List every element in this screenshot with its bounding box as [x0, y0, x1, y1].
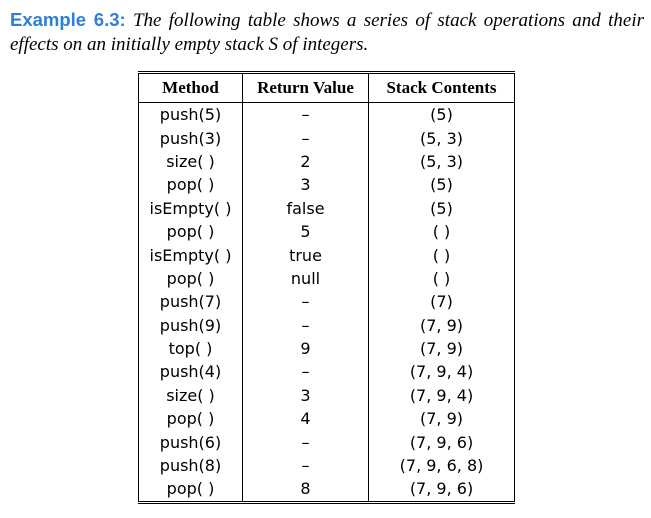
stack-contents-cell: (5): [368, 173, 515, 197]
header-method: Method: [138, 72, 243, 103]
table-row: push(4) – (7, 9, 4): [138, 360, 515, 384]
return-value-cell: 9: [242, 336, 369, 361]
stack-contents-cell: (7, 9): [368, 407, 515, 431]
return-value-cell: –: [242, 453, 369, 478]
table-header-row: Method Return Value Stack Contents: [138, 72, 515, 103]
table-row: push(7) – (7): [138, 290, 515, 314]
method-cell: isEmpty( ): [138, 243, 243, 267]
stack-operations-table: Method Return Value Stack Contents push(…: [138, 71, 515, 504]
return-value-cell: –: [242, 360, 369, 384]
table-row: pop( ) null( ): [138, 266, 515, 291]
stack-contents-cell: (5): [368, 102, 515, 127]
stack-contents-cell: (7, 9, 6, 8): [368, 453, 515, 478]
table-row: size( ) 3 (7, 9, 4): [138, 383, 515, 408]
stack-contents-cell: (7, 9): [368, 336, 515, 361]
return-value-cell: 2: [242, 149, 369, 174]
return-value-cell: –: [242, 290, 369, 314]
method-cell: push(6): [138, 430, 243, 454]
method-cell: push(7): [138, 290, 243, 314]
return-value-cell: –: [242, 126, 369, 150]
method-cell: push(8): [138, 453, 243, 478]
method-cell: size( ): [138, 149, 243, 174]
stack-contents-cell: (5): [368, 196, 515, 220]
return-value-cell: 4: [242, 407, 369, 431]
return-value-cell: null: [242, 266, 369, 291]
table-body: push(5) – (5) push(3) – (5, 3) size( ) 2 (5, 3) p…: [138, 102, 515, 503]
stack-contents-cell: (7): [368, 290, 515, 314]
example-text: The following table shows a series of st…: [10, 10, 644, 55]
stack-contents-cell: (7, 9, 6): [368, 430, 515, 454]
table-row: pop( ) 4 (7, 9): [138, 407, 515, 431]
stack-contents-cell: (7, 9, 4): [368, 360, 515, 384]
return-value-cell: –: [242, 430, 369, 454]
method-cell: pop( ): [138, 266, 243, 291]
table-row: push(5) – (5): [138, 102, 515, 127]
table-row: push(9) – (7, 9): [138, 313, 515, 337]
stack-contents-cell: (7, 9): [368, 313, 515, 337]
method-cell: isEmpty( ): [138, 196, 243, 220]
stack-contents-cell: ( ): [368, 266, 515, 291]
stack-contents-cell: (5, 3): [368, 126, 515, 150]
stack-operations-table-container: Method Return Value Stack Contents push(…: [138, 71, 515, 504]
table-row: pop( ) 8 (7, 9, 6): [138, 477, 515, 503]
header-stack-contents: Stack Contents: [368, 72, 515, 103]
method-cell: top( ): [138, 336, 243, 361]
return-value-cell: 3: [242, 173, 369, 197]
stack-contents-cell: ( ): [368, 219, 515, 244]
return-value-cell: 8: [242, 477, 369, 503]
method-cell: pop( ): [138, 173, 243, 197]
method-cell: push(4): [138, 360, 243, 384]
table-row: push(6) – (7, 9, 6): [138, 430, 515, 454]
stack-contents-cell: (5, 3): [368, 149, 515, 174]
method-cell: size( ): [138, 383, 243, 408]
method-cell: push(5): [138, 102, 243, 127]
stack-contents-cell: ( ): [368, 243, 515, 267]
table-row: isEmpty( ) false (5): [138, 196, 515, 220]
table-row: push(8) – (7, 9, 6, 8): [138, 453, 515, 478]
table-row: isEmpty( ) true( ): [138, 243, 515, 267]
return-value-cell: –: [242, 102, 369, 127]
example-label: Example 6.3:: [10, 9, 126, 30]
return-value-cell: 5: [242, 219, 369, 244]
method-cell: pop( ): [138, 407, 243, 431]
stack-contents-cell: (7, 9, 4): [368, 383, 515, 408]
example-caption: Example 6.3: The following table shows a…: [10, 8, 644, 57]
header-return-value: Return Value: [242, 72, 369, 103]
stack-contents-cell: (7, 9, 6): [368, 477, 515, 503]
table-row: push(3) – (5, 3): [138, 126, 515, 150]
method-cell: push(9): [138, 313, 243, 337]
table-row: top( ) 9 (7, 9): [138, 336, 515, 361]
method-cell: pop( ): [138, 477, 243, 503]
method-cell: push(3): [138, 126, 243, 150]
table-row: pop( ) 3 (5): [138, 173, 515, 197]
table-row: size( ) 2 (5, 3): [138, 149, 515, 174]
table-row: pop( ) 5( ): [138, 219, 515, 244]
return-value-cell: 3: [242, 383, 369, 408]
return-value-cell: true: [242, 243, 369, 267]
method-cell: pop( ): [138, 219, 243, 244]
return-value-cell: –: [242, 313, 369, 337]
return-value-cell: false: [242, 196, 369, 220]
